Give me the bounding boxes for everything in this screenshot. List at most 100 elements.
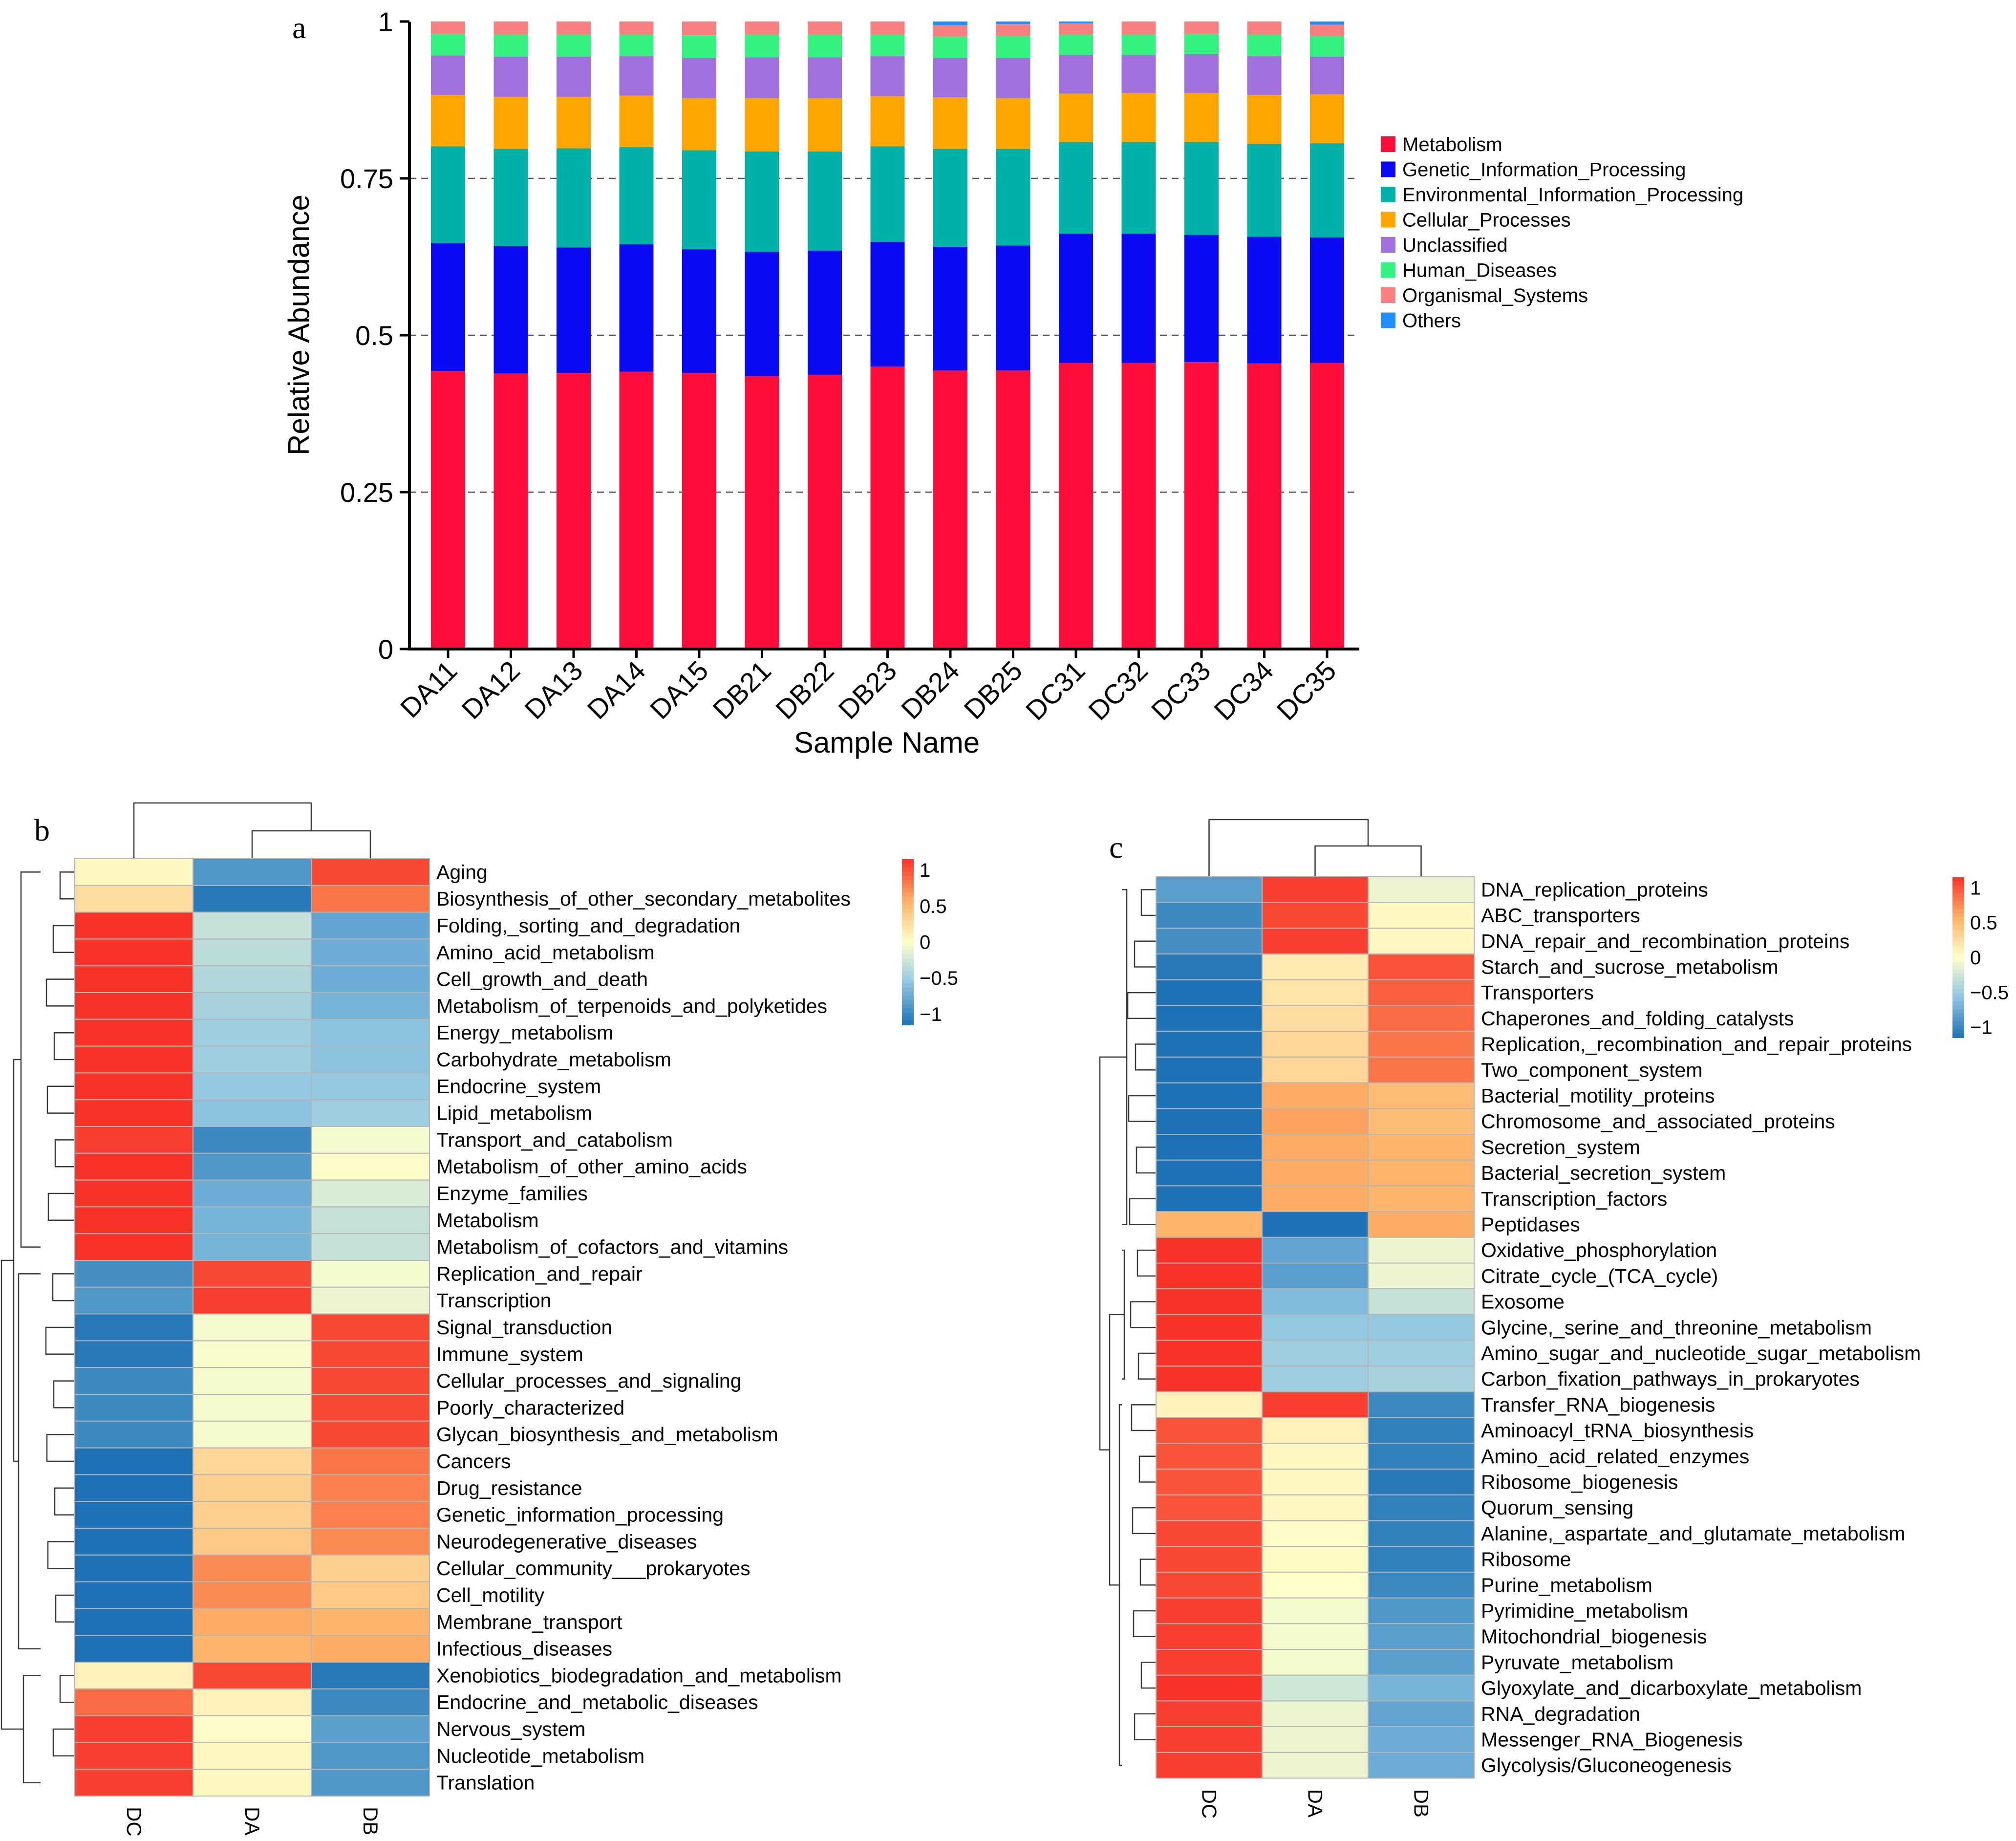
colorbar-segment bbox=[902, 871, 914, 876]
cell-Transfer_RNA_biogenesis-DA bbox=[1262, 1391, 1369, 1418]
cell-Nucleotide_metabolism-DA bbox=[193, 1742, 312, 1770]
legend-label: Unclassified bbox=[1402, 235, 1508, 256]
bar-DC35-Human_Diseases bbox=[1310, 36, 1344, 57]
colorbar-segment bbox=[1952, 929, 1964, 934]
bar-DB24-Others bbox=[933, 22, 967, 25]
row-label: Neurodegenerative_diseases bbox=[436, 1530, 697, 1553]
row-dendro-branch bbox=[1128, 1095, 1156, 1122]
row-dendro-cluster bbox=[1118, 1404, 1122, 1766]
bar-DC34-Metabolism bbox=[1247, 363, 1282, 649]
row-label: Chromosome_and_associated_proteins bbox=[1481, 1110, 1835, 1133]
cell-Transport_and_catabolism-DA bbox=[193, 1126, 312, 1154]
row-labels: Aging Biosynthesis_of_other_secondary_met… bbox=[436, 861, 851, 1794]
cell-Pyrimidine_metabolism-DB bbox=[1368, 1597, 1475, 1624]
cell-Endocrine_and_metabolic_diseases-DB bbox=[311, 1688, 430, 1716]
bar-DB23-Unclassified bbox=[870, 56, 905, 96]
colorbar-segment bbox=[1952, 1033, 1964, 1038]
x-tick-label: DA13 bbox=[518, 655, 589, 725]
cell-Purine_metabolism-DA bbox=[1262, 1571, 1369, 1599]
cell-Purine_metabolism-DC bbox=[1156, 1571, 1263, 1599]
colorbar-segment bbox=[902, 992, 914, 996]
bar-DC34-Genetic_Information_Processing bbox=[1247, 237, 1282, 364]
cell-Amino_acid_metabolism-DA bbox=[193, 938, 312, 967]
row-label: Alanine,_aspartate_and_glutamate_metabol… bbox=[1481, 1522, 1905, 1545]
bar-DB21-Cellular_Processes bbox=[745, 98, 779, 152]
cell-Poorly_characterized-DA bbox=[193, 1394, 312, 1422]
bar-DB22-Unclassified bbox=[808, 57, 842, 98]
row-label: Nervous_system bbox=[436, 1718, 585, 1740]
bar-DA13-Cellular_Processes bbox=[557, 97, 591, 149]
row-dendro-branch bbox=[1140, 1662, 1156, 1689]
colorbar-segment bbox=[1952, 893, 1964, 898]
cell-Pyruvate_metabolism-DB bbox=[1368, 1649, 1475, 1676]
cell-Transcription-DB bbox=[311, 1286, 430, 1315]
colorbar-segment bbox=[902, 933, 914, 939]
colorbar-segment bbox=[902, 975, 914, 980]
legend-swatch-Unclassified bbox=[1381, 237, 1395, 253]
column-label: DA bbox=[241, 1807, 264, 1835]
bar-DC35-Others bbox=[1310, 22, 1344, 25]
row-label: Replication_and_repair bbox=[436, 1262, 643, 1285]
colorbar-segment bbox=[1952, 877, 1964, 882]
bar-DB25-Environmental_Information_Processing bbox=[996, 149, 1030, 246]
cell-Starch_and_sucrose_metabolism-DB bbox=[1368, 953, 1475, 980]
colorbar-tick-label: 0 bbox=[1970, 947, 1981, 969]
legend-label: Others bbox=[1402, 310, 1461, 332]
bar-DC34-Cellular_Processes bbox=[1247, 95, 1282, 144]
cell-Carbohydrate_metabolism-DB bbox=[311, 1045, 430, 1074]
cell-Quorum_sensing-DC bbox=[1156, 1494, 1263, 1521]
row-label: Xenobiotics_biodegradation_and_metabolis… bbox=[436, 1664, 842, 1687]
cell-Cellular_processes_and_signaling-DC bbox=[74, 1367, 193, 1395]
bar-DA11-Organismal_Systems bbox=[431, 22, 465, 34]
cell-ABC_transporters-DB bbox=[1368, 902, 1475, 929]
row-label: Carbon_fixation_pathways_in_prokaryotes bbox=[1481, 1368, 1860, 1390]
cell-Drug_resistance-DA bbox=[193, 1474, 312, 1502]
cell-Amino_sugar_and_nucleotide_sugar_metabolism-DA bbox=[1262, 1340, 1369, 1367]
cell-Secretion_system-DB bbox=[1368, 1134, 1475, 1161]
cell-Transfer_RNA_biogenesis-DC bbox=[1156, 1391, 1263, 1418]
row-dendro-branch bbox=[52, 925, 75, 953]
bar-DC32-Organismal_Systems bbox=[1121, 22, 1156, 35]
cell-Citrate_cycle_(TCA_cycle)-DC bbox=[1156, 1262, 1263, 1290]
cell-Peptidases-DC bbox=[1156, 1211, 1263, 1238]
row-label: Transcription bbox=[436, 1289, 551, 1312]
colorbar-segment bbox=[902, 884, 914, 889]
colorbar-segment bbox=[902, 921, 914, 926]
bar-DA15-Human_Diseases bbox=[682, 35, 716, 58]
cell-Genetic_information_processing-DA bbox=[193, 1501, 312, 1529]
colorbar-segment bbox=[902, 867, 914, 872]
row-dendro-cluster bbox=[22, 1675, 41, 1783]
bar-DB24-Metabolism bbox=[933, 370, 967, 649]
row-dendro-branch bbox=[53, 1380, 75, 1408]
cell-Cancers-DA bbox=[193, 1447, 312, 1475]
cell-Aminoacyl_tRNA_biosynthesis-DC bbox=[1156, 1417, 1263, 1444]
colorbar-segment bbox=[1952, 997, 1964, 1002]
x-tick-label: DB22 bbox=[770, 655, 840, 725]
row-dendro-root bbox=[1099, 1056, 1127, 1451]
bar-DB25-Organismal_Systems bbox=[996, 24, 1030, 36]
colorbar-segment bbox=[902, 996, 914, 1001]
x-tick-label: DA11 bbox=[394, 655, 463, 724]
row-dendro-branch bbox=[46, 1433, 75, 1462]
colorbar-segment bbox=[1952, 945, 1964, 950]
bar-DA15-Genetic_Information_Processing bbox=[682, 249, 716, 373]
bar-DC35-Environmental_Information_Processing bbox=[1310, 143, 1344, 238]
row-dendro-branch bbox=[1138, 1455, 1156, 1483]
row-label: Purine_metabolism bbox=[1481, 1574, 1652, 1596]
cell-Endocrine_and_metabolic_diseases-DC bbox=[74, 1688, 193, 1716]
bar-DB24-Organismal_Systems bbox=[933, 25, 967, 37]
bar-DC33-Human_Diseases bbox=[1184, 34, 1219, 54]
bar-DC31-Others bbox=[1059, 22, 1093, 23]
bar-DC33-Cellular_Processes bbox=[1184, 93, 1219, 142]
cell-Cellular_community___prokaryotes-DB bbox=[311, 1554, 430, 1582]
cell-Ribosome_biogenesis-DB bbox=[1368, 1469, 1475, 1495]
bar-DA13-Environmental_Information_Processing bbox=[557, 148, 591, 248]
column-label: DC bbox=[1198, 1789, 1221, 1819]
cell-Signal_transduction-DC bbox=[74, 1313, 193, 1342]
legend-swatch-Environmental_Information_Processing bbox=[1381, 187, 1395, 202]
cell-Replication,_recombination_and_repair_proteins-DA bbox=[1262, 1031, 1369, 1058]
row-label: Mitochondrial_biogenesis bbox=[1481, 1625, 1707, 1648]
cell-Alanine,_aspartate_and_glutamate_metabolism-DB bbox=[1368, 1520, 1475, 1547]
colorbar-segment bbox=[1952, 885, 1964, 890]
row-label: Cancers bbox=[436, 1450, 511, 1473]
